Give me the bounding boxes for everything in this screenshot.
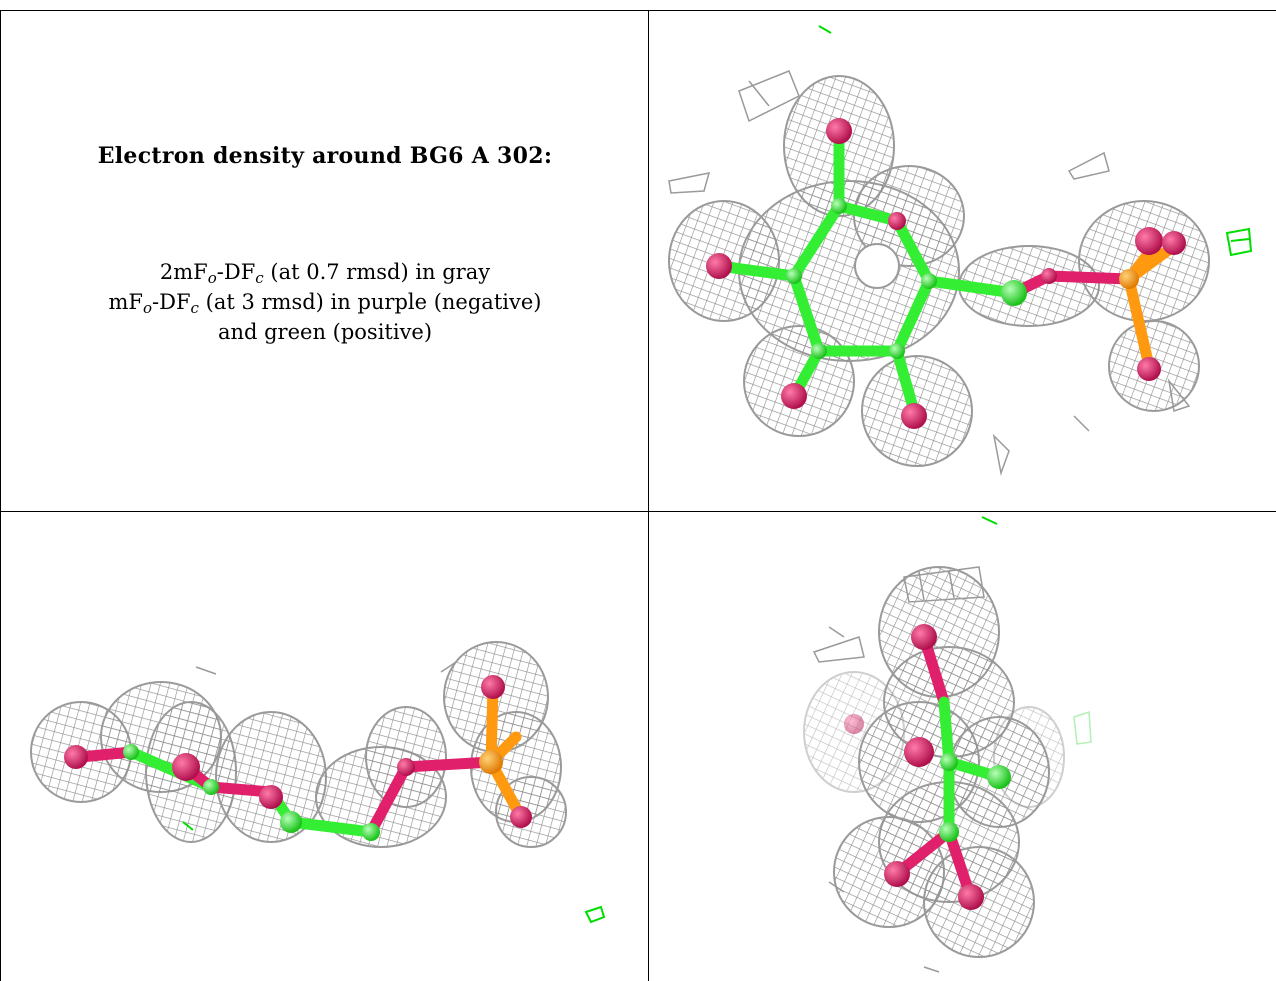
gray-density-mesh bbox=[30, 641, 567, 848]
figure-caption: 2mFo-DFc (at 0.7 rmsd) in gray mFo-DFc (… bbox=[1, 257, 648, 347]
border-row-divider bbox=[0, 511, 1276, 512]
caption-line-3: and green (positive) bbox=[217, 320, 433, 344]
atoms bbox=[706, 118, 1186, 429]
border-left bbox=[0, 10, 1, 981]
stray-mesh-fragments bbox=[812, 566, 985, 973]
caption-line-1: 2mFo-DFc (at 0.7 rmsd) in gray bbox=[159, 260, 491, 287]
caption-cell: Electron density around BG6 A 302: 2mFo-… bbox=[1, 11, 648, 511]
atoms bbox=[844, 624, 1011, 910]
border-middle bbox=[648, 10, 649, 981]
positive-density-mesh bbox=[818, 25, 1253, 257]
figure-title: Electron density around BG6 A 302: bbox=[97, 143, 553, 169]
positive-density-mesh-faint bbox=[1073, 710, 1092, 745]
stray-mesh-fragments bbox=[668, 70, 1191, 476]
border-top bbox=[0, 10, 1276, 11]
side-view-panel bbox=[1, 512, 648, 981]
molecule-density-render bbox=[668, 25, 1253, 476]
molecule-density-render bbox=[803, 516, 1092, 973]
top-view-panel bbox=[649, 11, 1276, 511]
positive-density-mesh bbox=[182, 821, 606, 924]
stray-mesh-fragments bbox=[195, 661, 457, 675]
positive-density-mesh bbox=[981, 516, 998, 525]
end-view-panel bbox=[649, 512, 1276, 981]
atoms bbox=[64, 675, 532, 841]
caption-line-2: mFo-DFc (at 3 rmsd) in purple (negative) bbox=[108, 290, 542, 317]
bond-sticks bbox=[713, 125, 1180, 417]
molecule-density-render bbox=[30, 641, 606, 924]
